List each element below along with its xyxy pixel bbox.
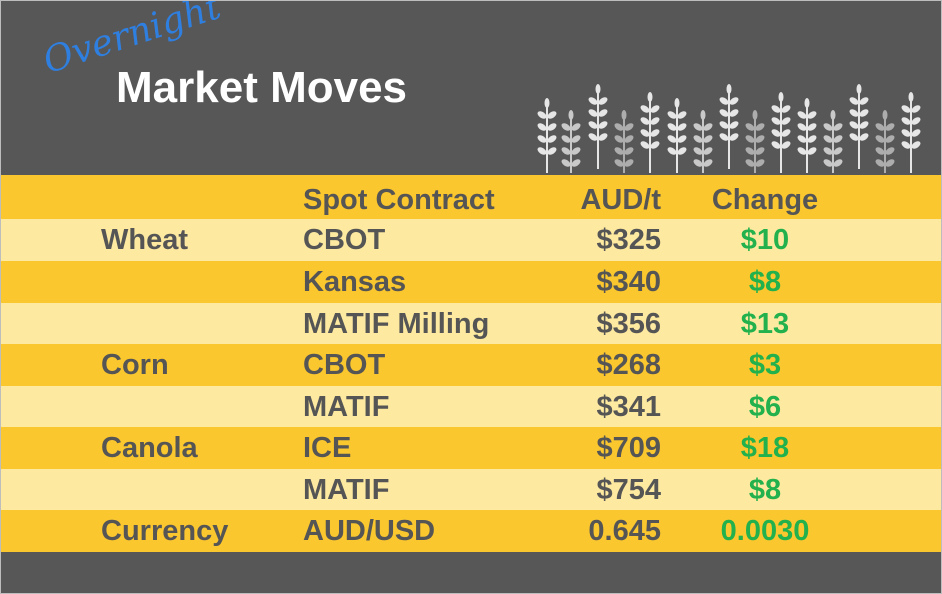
table-row: Currency AUD/USD 0.645 0.0030 (1, 510, 941, 552)
table-row: Wheat CBOT $325 $10 (1, 219, 941, 261)
wheat-ear (691, 109, 715, 173)
price: 0.645 (588, 515, 661, 547)
contract: MATIF Milling (303, 308, 490, 340)
price: $754 (596, 474, 661, 506)
title: Market Moves (116, 63, 408, 112)
header-row: Spot Contract AUD/t Change (1, 175, 941, 219)
wheat-decoration (535, 83, 923, 173)
price: $356 (596, 308, 661, 340)
wheat-ear (873, 109, 897, 173)
commodity: Wheat (101, 224, 188, 256)
contract: MATIF (303, 391, 390, 423)
wheat-ear (586, 83, 610, 170)
price: $340 (596, 266, 661, 298)
column-header: Change (711, 184, 819, 216)
price: $709 (596, 432, 661, 464)
wheat-ear (638, 91, 662, 173)
contract: AUD/USD (303, 515, 436, 547)
change: $18 (740, 432, 790, 464)
wheat-ear (612, 109, 636, 173)
wheat-ear (743, 109, 767, 173)
table-row: Kansas $340 $8 (1, 261, 941, 303)
change: 0.0030 (720, 515, 810, 547)
column-header: Spot Contract (303, 184, 495, 216)
commodity: Currency (101, 515, 229, 547)
contract: CBOT (303, 224, 386, 256)
wheat-ear (665, 97, 689, 173)
table-row: MATIF $754 $8 (1, 469, 941, 511)
table-row: Corn CBOT $268 $3 (1, 344, 941, 386)
change: $8 (748, 474, 782, 506)
change: $8 (748, 266, 782, 298)
table-row: MATIF Milling $356 $13 (1, 303, 941, 345)
column-header: AUD/t (580, 184, 661, 216)
wheat-ear (821, 109, 845, 173)
price: $268 (596, 349, 661, 381)
table-row: Canola ICE $709 $18 (1, 427, 941, 469)
wheat-ear (559, 109, 583, 173)
change: $6 (748, 391, 782, 423)
change: $13 (740, 308, 790, 340)
commodity: Canola (101, 432, 198, 464)
price: $325 (596, 224, 661, 256)
table-row: MATIF $341 $6 (1, 386, 941, 428)
commodity: Corn (101, 349, 169, 381)
wheat-ear (717, 83, 741, 170)
wheat-ear (795, 97, 819, 173)
contract: MATIF (303, 474, 390, 506)
change: $3 (748, 349, 782, 381)
wheat-ear (847, 83, 871, 170)
price: $341 (596, 391, 661, 423)
contract: Kansas (303, 266, 407, 298)
contract: ICE (303, 432, 352, 464)
wheat-ear (769, 91, 793, 173)
wheat-ear (899, 91, 923, 173)
change: $10 (740, 224, 790, 256)
wheat-ear (535, 97, 559, 173)
contract: CBOT (303, 349, 386, 381)
